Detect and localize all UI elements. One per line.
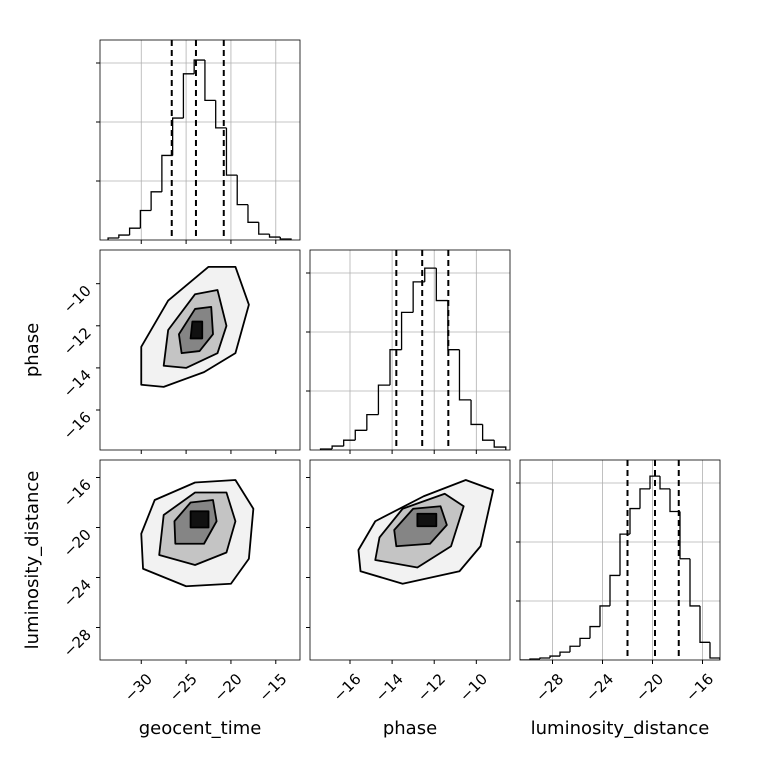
axes-frame <box>99 39 301 241</box>
hist-step <box>679 511 690 560</box>
hist-step <box>118 234 130 239</box>
hist-step <box>447 300 460 351</box>
hist-step <box>649 475 660 489</box>
hist-step <box>559 651 570 657</box>
x-tick-label: −14 <box>372 670 407 705</box>
x-tick-label: −15 <box>255 670 290 705</box>
hist-step <box>331 445 344 450</box>
hist-step <box>599 605 610 627</box>
hist-step <box>659 476 670 490</box>
hist-step <box>709 642 720 660</box>
y-tick-label: −14 <box>60 366 95 401</box>
hist-step <box>389 349 402 386</box>
hist-step <box>204 60 216 102</box>
x-tick-label: −10 <box>456 670 491 705</box>
hist-step <box>279 237 292 240</box>
y-axis-label: phase <box>22 323 43 377</box>
hist-step <box>579 637 590 647</box>
y-tick-label: −12 <box>60 324 95 359</box>
hist-step <box>689 558 700 607</box>
hist-step <box>225 127 238 176</box>
hist-step <box>343 439 356 447</box>
hist-step <box>366 413 379 431</box>
hist-step <box>589 625 600 639</box>
hist-step <box>481 424 495 441</box>
hist-step <box>354 429 367 441</box>
contour <box>416 512 438 528</box>
x-tick-label: −24 <box>582 670 617 705</box>
hist-step <box>258 222 270 235</box>
axes-frame <box>99 459 301 661</box>
hist-step <box>549 655 560 659</box>
hist-step <box>424 267 437 282</box>
x-tick-label: −30 <box>121 670 156 705</box>
x-tick-label: −12 <box>414 670 449 705</box>
hist-step <box>470 399 483 426</box>
hist-step <box>400 311 414 350</box>
x-axis-label: phase <box>383 718 437 739</box>
y-tick-label: −28 <box>60 626 95 661</box>
contour <box>189 320 204 340</box>
hist-step <box>412 281 425 313</box>
axes-frame <box>99 249 301 451</box>
hist-step <box>435 268 448 302</box>
y-tick-label: −24 <box>60 576 95 611</box>
hist-step <box>247 204 259 223</box>
x-axis-label: geocent_time <box>139 718 262 739</box>
y-tick-label: −20 <box>60 526 95 561</box>
x-tick-label: −20 <box>632 670 667 705</box>
hist-step <box>268 234 281 238</box>
hist-step <box>669 488 680 513</box>
hist-step <box>493 440 507 450</box>
y-tick-label: −10 <box>60 282 95 317</box>
hist-step <box>161 154 173 192</box>
hist-step <box>139 209 152 229</box>
hist-step <box>215 100 227 129</box>
x-tick-label: −16 <box>330 670 365 705</box>
panel-contour <box>140 479 255 588</box>
hist-step <box>107 237 119 240</box>
panel-histogram <box>520 460 720 660</box>
y-tick-label: −16 <box>60 476 95 511</box>
hist-step <box>377 384 390 415</box>
axes-frame <box>309 249 511 451</box>
axes-frame <box>519 459 721 661</box>
hist-step <box>171 117 184 156</box>
panel-contour <box>140 265 250 388</box>
panel-histogram <box>319 250 507 450</box>
x-tick-label: −20 <box>211 670 246 705</box>
x-axis-label: luminosity_distance <box>531 718 710 739</box>
y-axis-label: luminosity_distance <box>22 471 43 650</box>
hist-step <box>629 507 640 535</box>
hist-step <box>458 349 472 401</box>
hist-step <box>236 175 248 206</box>
y-tick-label: −16 <box>60 408 95 443</box>
x-tick-label: −16 <box>682 670 717 705</box>
hist-step <box>699 605 710 643</box>
hist-step <box>569 645 580 653</box>
hist-step <box>182 73 195 119</box>
hist-step <box>609 574 620 606</box>
hist-step <box>639 488 650 509</box>
panel-histogram <box>107 40 292 240</box>
panel-contour <box>357 479 495 585</box>
hist-step <box>128 227 141 236</box>
x-tick-label: −25 <box>166 670 201 705</box>
x-tick-label: −28 <box>532 670 567 705</box>
contour <box>189 510 210 529</box>
axes-frame <box>309 459 511 661</box>
hist-step <box>150 191 162 211</box>
hist-step <box>539 657 550 660</box>
hist-step <box>193 59 205 74</box>
